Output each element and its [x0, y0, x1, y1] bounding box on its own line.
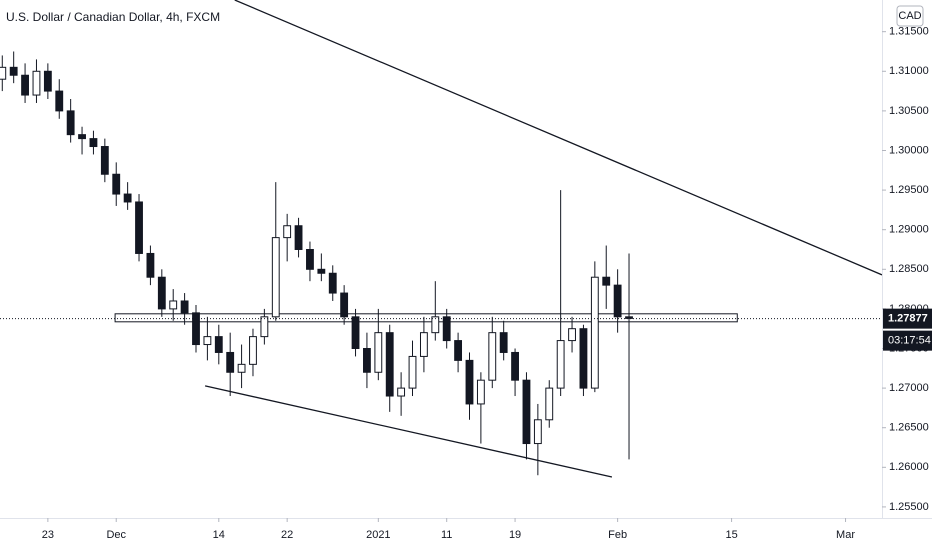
x-tick-label: 19 [509, 529, 521, 541]
x-tick-label: 23 [42, 529, 54, 541]
candle-body [112, 173, 121, 195]
candle-body [78, 134, 86, 140]
x-tick-label: 11 [441, 529, 452, 541]
candle-body [590, 276, 599, 389]
candle-body [476, 379, 485, 405]
countdown-box [883, 330, 932, 351]
countdown-label: 03:17:54 [888, 335, 931, 347]
x-tick-label: 2021 [366, 529, 390, 541]
candle-body [100, 146, 109, 175]
candle-body [328, 272, 337, 294]
candle-body [568, 328, 576, 342]
candle-body [66, 110, 75, 136]
candle-body [9, 66, 18, 76]
trendline [204, 385, 613, 478]
y-tick-label: 1.26000 [889, 461, 929, 473]
candle-body [454, 340, 463, 361]
candle-body [32, 70, 41, 96]
candle-body [283, 225, 292, 239]
candle-body [579, 328, 588, 389]
y-tick-label: 1.27000 [889, 382, 929, 394]
x-tick-label: 14 [213, 529, 225, 541]
y-tick-label: 1.30500 [889, 105, 929, 117]
currency-label[interactable]: CAD [898, 10, 921, 22]
candle-body [397, 387, 406, 397]
candle-body [340, 292, 349, 318]
candle-body [169, 300, 178, 310]
candle-body [533, 419, 542, 445]
candle-body [271, 237, 280, 318]
x-tick-label: Dec [106, 529, 126, 541]
candle-body [363, 348, 371, 373]
y-tick-label: 1.25500 [889, 501, 929, 513]
y-tick-label: 1.29500 [889, 184, 929, 196]
candle-body [419, 332, 428, 357]
candle-body [43, 70, 52, 92]
candle-body [317, 268, 326, 274]
candle-body [89, 138, 98, 148]
candle-body [146, 252, 155, 278]
candle-body [511, 351, 519, 381]
chart-title: U.S. Dollar / Canadian Dollar, 4h, FXCM [6, 10, 220, 24]
candle-body [385, 332, 394, 397]
candle-body [488, 332, 497, 381]
candle-body [214, 336, 223, 353]
candle-body [306, 248, 314, 270]
candle-body [294, 225, 303, 250]
trendline [234, 0, 882, 276]
x-tick-label: Mar [836, 529, 855, 541]
y-tick-label: 1.26500 [889, 422, 929, 434]
candle-body [0, 66, 7, 80]
candle-body [625, 316, 633, 319]
last-price-label: 1.27877 [888, 313, 928, 325]
candle-body [374, 332, 383, 373]
candle-body [465, 359, 474, 405]
candle-body [545, 387, 554, 421]
candle-body [613, 284, 622, 318]
candle-body [21, 74, 29, 96]
candle-body [602, 276, 611, 286]
y-tick-label: 1.31500 [889, 26, 929, 38]
candle-body [180, 300, 189, 314]
y-tick-label: 1.28500 [889, 263, 929, 275]
candle-body [442, 316, 451, 342]
candle-body [123, 193, 132, 203]
candle-body [157, 276, 166, 310]
candle-body [55, 90, 64, 112]
plot-area [0, 0, 882, 478]
candle-body [135, 201, 143, 254]
x-tick-label: 15 [725, 529, 737, 541]
y-tick-label: 1.31000 [889, 65, 929, 77]
x-tick-label: 22 [281, 529, 293, 541]
candle-body [431, 316, 440, 334]
currency-box[interactable] [896, 5, 924, 27]
y-tick-label: 1.29000 [889, 224, 929, 236]
last-price-box [883, 308, 932, 329]
candle-body [522, 379, 531, 445]
y-tick-label: 1.30000 [889, 144, 929, 156]
candle-body [192, 312, 200, 346]
candle-body [249, 336, 257, 365]
candle-body [408, 355, 417, 389]
candle-body [237, 363, 246, 373]
candle-body [203, 336, 212, 346]
candle-body [499, 332, 508, 353]
candle-body [226, 351, 235, 373]
candle-body [351, 316, 360, 350]
support-zone [114, 313, 738, 323]
candle-body [260, 316, 269, 338]
x-tick-label: Feb [608, 529, 627, 541]
candle-body [556, 340, 565, 389]
